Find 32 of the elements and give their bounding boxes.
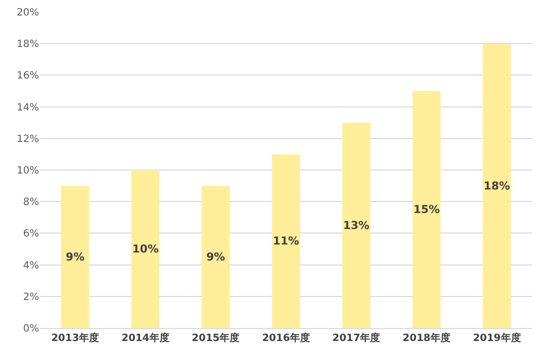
y-tick-label: 0% [23,324,39,334]
y-tick-label: 6% [23,228,39,240]
x-tick-label: 2019年度 [472,332,521,344]
y-tick-label: 18% [16,39,39,50]
data-label: 18% [484,179,510,192]
y-tick-label: 8% [23,197,39,208]
data-label: 10% [132,242,159,256]
data-label: 9% [66,250,84,264]
data-label: 9% [206,250,226,264]
bar [342,122,370,328]
bar [131,170,160,328]
data-label: 13% [343,218,370,232]
bar [412,91,441,328]
x-tick-label: 2017年度 [332,332,380,344]
bar [202,186,230,328]
y-tick-label: 12% [16,134,39,145]
x-tick-label: 2015年度 [192,332,240,344]
y-tick-label: 2% [23,292,39,303]
x-tick-label: 2014年度 [122,332,170,344]
y-tick-label: 14% [16,102,39,114]
y-tick-label: 20% [16,8,39,18]
x-tick-label: 2018年度 [402,332,450,344]
y-tick-label: 10% [16,166,39,176]
y-tick-label: 16% [16,70,39,82]
x-tick-label: 2013年度 [51,332,100,344]
bar [482,44,511,328]
bar [272,154,300,328]
data-label: 11% [272,234,300,248]
y-tick-label: 4% [23,260,39,272]
bar [61,186,90,328]
data-label: 15% [413,203,440,216]
x-tick-label: 2016年度 [262,332,310,344]
